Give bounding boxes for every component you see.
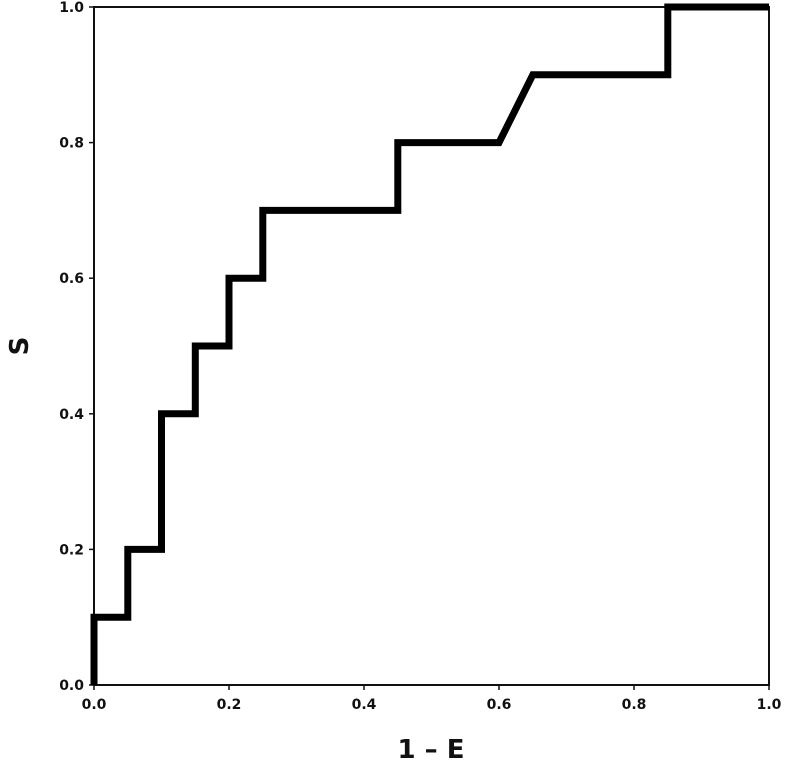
x-tick-label: 0.4 (352, 697, 377, 713)
x-tick-label: 1.0 (757, 697, 782, 713)
x-tick-label: 0.8 (622, 697, 647, 713)
y-tick-label: 0.0 (59, 678, 84, 694)
roc-curve-line (90, 3, 769, 685)
x-tick-label: 0.6 (487, 697, 512, 713)
x-tick-label: 0.2 (217, 697, 242, 713)
y-tick-label: 0.4 (59, 407, 84, 423)
y-axis-title: S (5, 337, 35, 356)
y-tick-label: 1.0 (59, 0, 84, 16)
x-axis-title: 1 – E (398, 735, 465, 765)
y-tick-label: 0.8 (59, 136, 84, 152)
y-axis-ticks: 0.0 0.2 0.4 0.6 0.8 1.0 (59, 0, 94, 694)
plot-area-frame (93, 6, 770, 686)
x-axis-ticks: 0.0 0.2 0.4 0.6 0.8 1.0 (82, 685, 782, 713)
y-tick-label: 0.6 (59, 271, 84, 287)
x-tick-label: 0.0 (82, 697, 107, 713)
y-tick-label: 0.2 (59, 542, 84, 558)
